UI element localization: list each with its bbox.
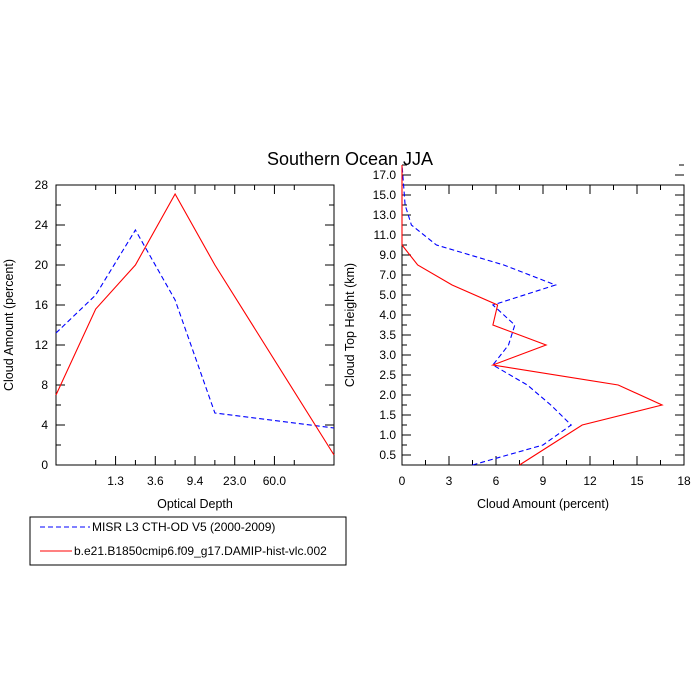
left-y-tick-label-20: 20 <box>35 258 49 272</box>
right-y-tick-label-4-0: 4.0 <box>379 308 396 322</box>
right-series-line-model <box>401 165 664 466</box>
legend: MISR L3 CTH-OD V5 (2000-2009) b.e21.B185… <box>29 516 347 566</box>
left-y-tick-label-16: 16 <box>35 298 49 312</box>
legend-box <box>29 516 347 566</box>
right-y-tick-label-5-0: 5.0 <box>379 288 396 302</box>
right-x-tick-label-12: 12 <box>583 474 597 488</box>
right-x-tick-label-0: 0 <box>399 474 406 488</box>
right-y-tick-label-13-0: 13.0 <box>373 208 397 222</box>
right-y-tick-label-1-5: 1.5 <box>379 408 396 422</box>
left-y-tick-label-0: 0 <box>41 458 48 472</box>
left-x-tick-label-23-0: 23.0 <box>223 474 247 488</box>
right-y-tick-label-3-0: 3.0 <box>379 348 396 362</box>
figure-title: Southern Ocean JJA <box>267 149 433 169</box>
right-y-tick-label-15-0: 15.0 <box>373 188 397 202</box>
right-x-tick-label-6: 6 <box>493 474 500 488</box>
right-panel-frame <box>401 184 685 466</box>
legend-entry-model: b.e21.B1850cmip6.f09_g17.DAMIP-hist-vlc.… <box>74 544 327 558</box>
right-y-tick-label-1-0: 1.0 <box>379 428 396 442</box>
left-y-tick-label-24: 24 <box>35 218 49 232</box>
right-y-tick-label-2-0: 2.0 <box>379 388 396 402</box>
left-y-tick-label-28: 28 <box>35 178 49 192</box>
right-y-tick-label-17-0: 17.0 <box>373 168 397 182</box>
left-panel-optical-depth: 1.3 3.6 9.4 23.0 60.0 0 4 8 12 16 20 24 28 Optical De… <box>2 178 335 511</box>
right-y-axis-label: Cloud Top Height (km) <box>343 263 357 387</box>
left-series-line-model <box>55 192 335 456</box>
left-y-tick-label-12: 12 <box>35 338 49 352</box>
right-panel-cloud-top-height: 0 3 6 9 12 15 18 0.5 1.0 1.5 2.0 2.5 3.0 3.5 4.0 5.0 7.0… <box>343 164 691 511</box>
right-y-tick-label-0-5: 0.5 <box>379 448 396 462</box>
right-y-tick-label-7-0: 7.0 <box>379 268 396 282</box>
left-x-tick-label-60-0: 60.0 <box>263 474 287 488</box>
left-x-tick-label-1-3: 1.3 <box>107 474 124 488</box>
right-y-tick-label-2-5: 2.5 <box>379 368 396 382</box>
legend-entry-misr: MISR L3 CTH-OD V5 (2000-2009) <box>92 520 275 534</box>
left-y-tick-label-8: 8 <box>41 378 48 392</box>
right-x-tick-label-18: 18 <box>677 474 691 488</box>
right-x-tick-label-3: 3 <box>446 474 453 488</box>
right-series-line-misr <box>401 164 573 466</box>
right-x-axis-label: Cloud Amount (percent) <box>477 497 609 511</box>
right-x-tick-label-15: 15 <box>630 474 644 488</box>
left-x-axis-label: Optical Depth <box>157 497 233 511</box>
right-y-tick-label-11-0: 11.0 <box>374 228 397 242</box>
left-series-line-misr <box>55 228 335 429</box>
left-x-tick-label-9-4: 9.4 <box>187 474 204 488</box>
left-y-axis-label: Cloud Amount (percent) <box>2 259 16 391</box>
left-y-tick-label-4: 4 <box>41 418 48 432</box>
right-y-tick-label-9-0: 9.0 <box>379 248 396 262</box>
left-x-tick-label-3-6: 3.6 <box>147 474 164 488</box>
right-x-tick-label-9: 9 <box>540 474 547 488</box>
right-y-tick-label-3-5: 3.5 <box>379 328 396 342</box>
